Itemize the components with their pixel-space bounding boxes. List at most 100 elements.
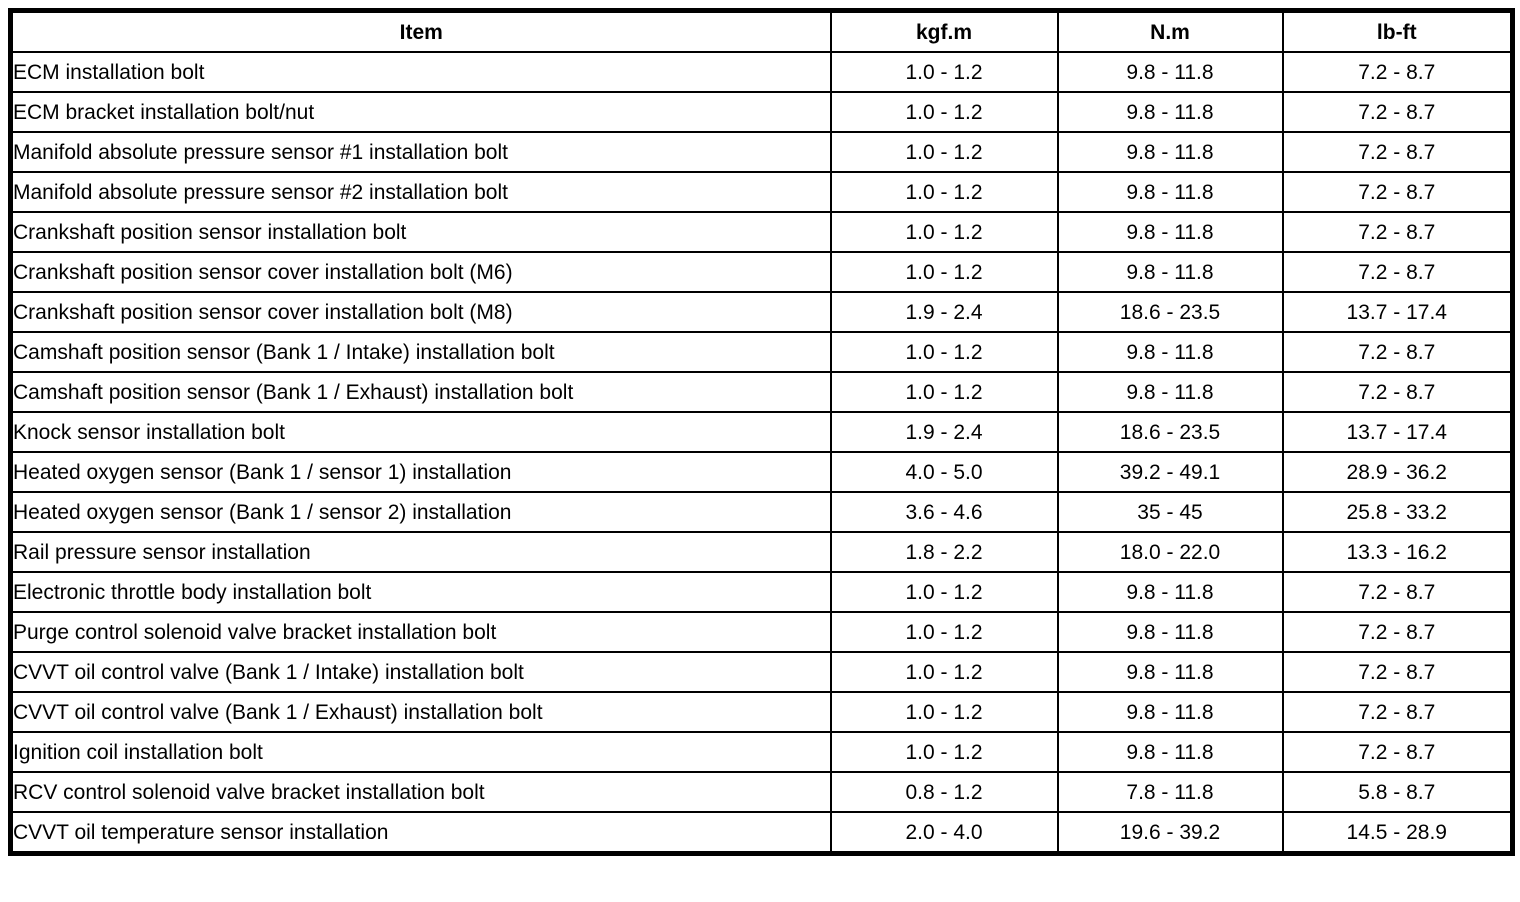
item-cell: Camshaft position sensor (Bank 1 / Exhau… — [9, 371, 832, 413]
torque-spec-table: Item kgf.m N.m lb-ft ECM installation bo… — [8, 8, 1515, 856]
item-cell: Electronic throttle body installation bo… — [9, 571, 832, 613]
table-row: Manifold absolute pressure sensor #1 ins… — [9, 131, 1514, 173]
table-row: ECM bracket installation bolt/nut 1.0 - … — [9, 91, 1514, 133]
kgfm-value-cell: 1.0 - 1.2 — [829, 571, 1059, 613]
lbft-value-cell: 7.2 - 8.7 — [1281, 251, 1514, 293]
lbft-value-cell: 7.2 - 8.7 — [1281, 371, 1514, 413]
nm-value-cell: 18.0 - 22.0 — [1056, 531, 1284, 573]
lbft-value-cell: 13.7 - 17.4 — [1281, 291, 1514, 333]
item-cell: Crankshaft position sensor cover install… — [9, 291, 832, 333]
nm-value-cell: 9.8 - 11.8 — [1056, 731, 1284, 773]
table-row: Camshaft position sensor (Bank 1 / Exhau… — [9, 371, 1514, 413]
nm-value-cell: 18.6 - 23.5 — [1056, 411, 1284, 453]
table-row: Manifold absolute pressure sensor #2 ins… — [9, 171, 1514, 213]
table-row: RCV control solenoid valve bracket insta… — [9, 771, 1514, 813]
nm-value-cell: 9.8 - 11.8 — [1056, 131, 1284, 173]
table-row: Crankshaft position sensor installation … — [9, 211, 1514, 253]
item-cell: Heated oxygen sensor (Bank 1 / sensor 1)… — [9, 451, 832, 493]
lbft-value-cell: 25.8 - 33.2 — [1281, 491, 1514, 533]
table-row: Electronic throttle body installation bo… — [9, 571, 1514, 613]
item-cell: Rail pressure sensor installation — [9, 531, 832, 573]
lbft-value-cell: 7.2 - 8.7 — [1281, 171, 1514, 213]
item-cell: Purge control solenoid valve bracket ins… — [9, 611, 832, 653]
lbft-value-cell: 7.2 - 8.7 — [1281, 51, 1514, 93]
lbft-value-cell: 28.9 - 36.2 — [1281, 451, 1514, 493]
item-cell: RCV control solenoid valve bracket insta… — [9, 771, 832, 813]
lbft-value-cell: 7.2 - 8.7 — [1281, 571, 1514, 613]
kgfm-value-cell: 1.0 - 1.2 — [829, 371, 1059, 413]
nm-value-cell: 19.6 - 39.2 — [1056, 811, 1284, 855]
column-header-nm: N.m — [1056, 9, 1284, 53]
item-cell: CVVT oil control valve (Bank 1 / Intake)… — [9, 651, 832, 693]
table-row: ECM installation bolt 1.0 - 1.2 9.8 - 11… — [9, 51, 1514, 93]
item-cell: Crankshaft position sensor cover install… — [9, 251, 832, 293]
lbft-value-cell: 7.2 - 8.7 — [1281, 651, 1514, 693]
nm-value-cell: 9.8 - 11.8 — [1056, 331, 1284, 373]
kgfm-value-cell: 1.0 - 1.2 — [829, 731, 1059, 773]
item-cell: ECM bracket installation bolt/nut — [9, 91, 832, 133]
item-cell: CVVT oil temperature sensor installation — [9, 811, 832, 855]
kgfm-value-cell: 1.0 - 1.2 — [829, 171, 1059, 213]
nm-value-cell: 7.8 - 11.8 — [1056, 771, 1284, 813]
kgfm-value-cell: 1.0 - 1.2 — [829, 91, 1059, 133]
table-row: Crankshaft position sensor cover install… — [9, 251, 1514, 293]
nm-value-cell: 18.6 - 23.5 — [1056, 291, 1284, 333]
kgfm-value-cell: 1.8 - 2.2 — [829, 531, 1059, 573]
nm-value-cell: 9.8 - 11.8 — [1056, 371, 1284, 413]
kgfm-value-cell: 1.0 - 1.2 — [829, 651, 1059, 693]
item-cell: Manifold absolute pressure sensor #1 ins… — [9, 131, 832, 173]
table-row: Purge control solenoid valve bracket ins… — [9, 611, 1514, 653]
nm-value-cell: 9.8 - 11.8 — [1056, 51, 1284, 93]
lbft-value-cell: 7.2 - 8.7 — [1281, 131, 1514, 173]
lbft-value-cell: 13.3 - 16.2 — [1281, 531, 1514, 573]
item-cell: ECM installation bolt — [9, 51, 832, 93]
kgfm-value-cell: 3.6 - 4.6 — [829, 491, 1059, 533]
nm-value-cell: 35 - 45 — [1056, 491, 1284, 533]
table-row: Crankshaft position sensor cover install… — [9, 291, 1514, 333]
lbft-value-cell: 13.7 - 17.4 — [1281, 411, 1514, 453]
nm-value-cell: 9.8 - 11.8 — [1056, 611, 1284, 653]
kgfm-value-cell: 1.0 - 1.2 — [829, 211, 1059, 253]
item-cell: Ignition coil installation bolt — [9, 731, 832, 773]
table-row: CVVT oil control valve (Bank 1 / Intake)… — [9, 651, 1514, 693]
table-row: Rail pressure sensor installation 1.8 - … — [9, 531, 1514, 573]
kgfm-value-cell: 0.8 - 1.2 — [829, 771, 1059, 813]
lbft-value-cell: 7.2 - 8.7 — [1281, 691, 1514, 733]
table-row: CVVT oil control valve (Bank 1 / Exhaust… — [9, 691, 1514, 733]
table-row: Knock sensor installation bolt 1.9 - 2.4… — [9, 411, 1514, 453]
nm-value-cell: 39.2 - 49.1 — [1056, 451, 1284, 493]
lbft-value-cell: 7.2 - 8.7 — [1281, 331, 1514, 373]
nm-value-cell: 9.8 - 11.8 — [1056, 171, 1284, 213]
nm-value-cell: 9.8 - 11.8 — [1056, 651, 1284, 693]
table-row: Heated oxygen sensor (Bank 1 / sensor 2)… — [9, 491, 1514, 533]
lbft-value-cell: 7.2 - 8.7 — [1281, 211, 1514, 253]
header-row: Item kgf.m N.m lb-ft — [9, 9, 1514, 53]
item-cell: Knock sensor installation bolt — [9, 411, 832, 453]
kgfm-value-cell: 1.0 - 1.2 — [829, 251, 1059, 293]
kgfm-value-cell: 1.9 - 2.4 — [829, 411, 1059, 453]
table-header: Item kgf.m N.m lb-ft — [9, 9, 1514, 53]
nm-value-cell: 9.8 - 11.8 — [1056, 691, 1284, 733]
kgfm-value-cell: 1.0 - 1.2 — [829, 331, 1059, 373]
kgfm-value-cell: 1.0 - 1.2 — [829, 611, 1059, 653]
lbft-value-cell: 7.2 - 8.7 — [1281, 91, 1514, 133]
lbft-value-cell: 7.2 - 8.7 — [1281, 611, 1514, 653]
column-header-item: Item — [9, 9, 832, 53]
nm-value-cell: 9.8 - 11.8 — [1056, 211, 1284, 253]
kgfm-value-cell: 1.0 - 1.2 — [829, 131, 1059, 173]
table-row: CVVT oil temperature sensor installation… — [9, 811, 1514, 855]
kgfm-value-cell: 1.9 - 2.4 — [829, 291, 1059, 333]
column-header-kgfm: kgf.m — [829, 9, 1059, 53]
column-header-lbft: lb-ft — [1281, 9, 1514, 53]
kgfm-value-cell: 4.0 - 5.0 — [829, 451, 1059, 493]
lbft-value-cell: 7.2 - 8.7 — [1281, 731, 1514, 773]
torque-table-body: ECM installation bolt 1.0 - 1.2 9.8 - 11… — [9, 51, 1514, 855]
nm-value-cell: 9.8 - 11.8 — [1056, 251, 1284, 293]
kgfm-value-cell: 1.0 - 1.2 — [829, 51, 1059, 93]
item-cell: Manifold absolute pressure sensor #2 ins… — [9, 171, 832, 213]
item-cell: Crankshaft position sensor installation … — [9, 211, 832, 253]
item-cell: CVVT oil control valve (Bank 1 / Exhaust… — [9, 691, 832, 733]
table-row: Ignition coil installation bolt 1.0 - 1.… — [9, 731, 1514, 773]
lbft-value-cell: 5.8 - 8.7 — [1281, 771, 1514, 813]
